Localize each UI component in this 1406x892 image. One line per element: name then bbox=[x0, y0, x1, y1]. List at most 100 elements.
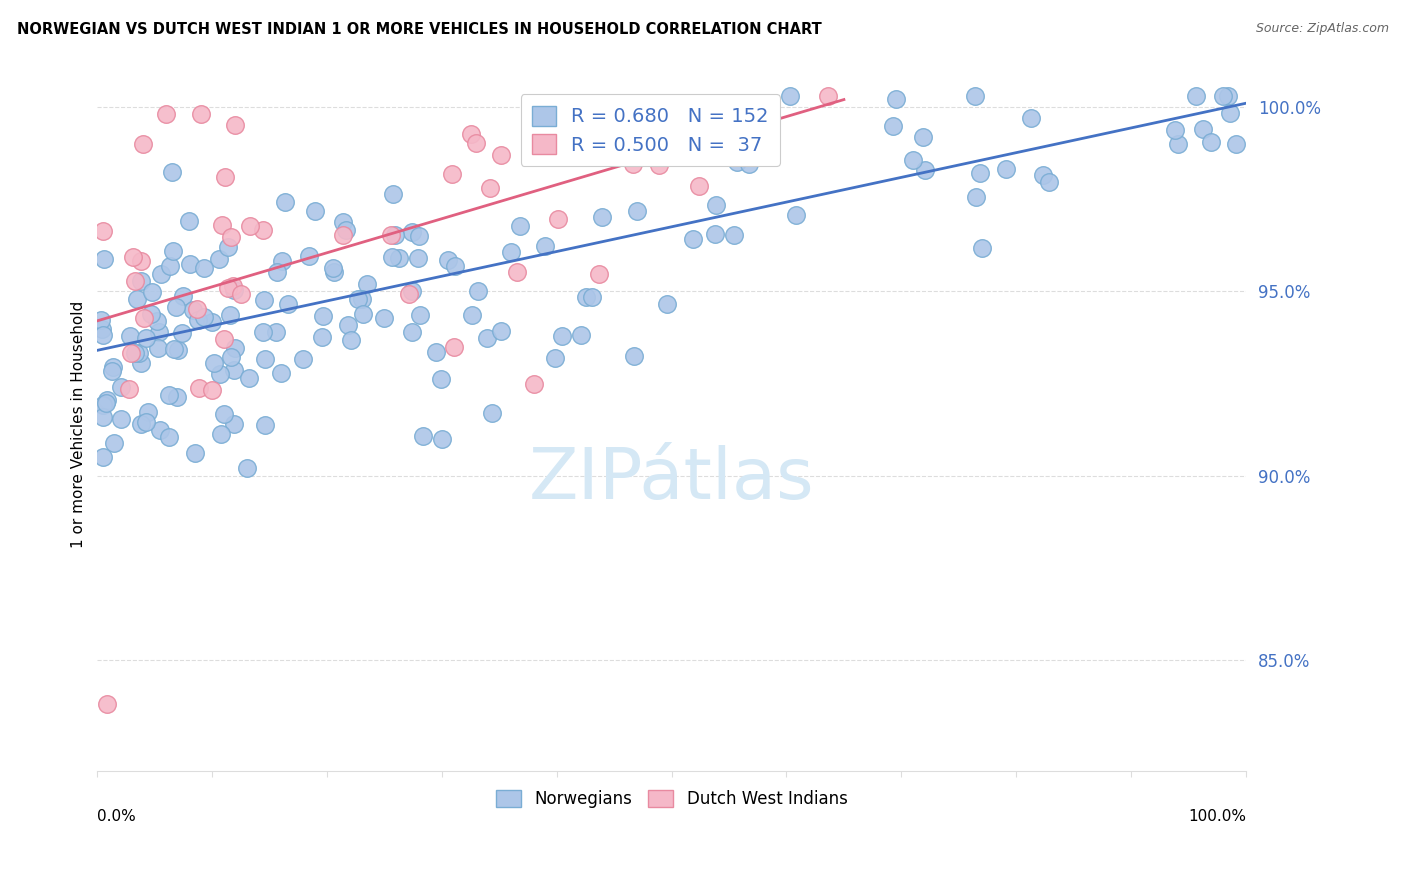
Point bbox=[212, 332, 235, 346]
Point bbox=[657, 297, 679, 311]
Point bbox=[101, 364, 124, 378]
Legend: Norwegians, Dutch West Indians: Norwegians, Dutch West Indians bbox=[489, 783, 855, 814]
Point bbox=[238, 371, 260, 385]
Point bbox=[110, 380, 132, 394]
Point bbox=[1216, 88, 1239, 103]
Point bbox=[149, 423, 172, 437]
Point bbox=[214, 407, 236, 421]
Point bbox=[626, 203, 648, 218]
Point bbox=[253, 293, 276, 307]
Point bbox=[181, 302, 204, 317]
Point bbox=[202, 355, 225, 369]
Point bbox=[217, 240, 239, 254]
Point bbox=[356, 277, 378, 291]
Point bbox=[465, 136, 488, 151]
Point bbox=[335, 223, 357, 237]
Point bbox=[401, 325, 423, 339]
Point bbox=[209, 427, 232, 442]
Point bbox=[995, 161, 1018, 176]
Point bbox=[277, 296, 299, 310]
Point bbox=[91, 224, 114, 238]
Point bbox=[613, 144, 636, 158]
Point bbox=[337, 318, 360, 332]
Point bbox=[401, 225, 423, 239]
Point bbox=[132, 136, 155, 151]
Point bbox=[723, 228, 745, 243]
Point bbox=[382, 186, 405, 201]
Point bbox=[460, 127, 482, 141]
Point bbox=[177, 214, 200, 228]
Point bbox=[93, 252, 115, 266]
Point bbox=[239, 219, 262, 233]
Point bbox=[231, 286, 253, 301]
Point bbox=[882, 119, 904, 133]
Point bbox=[122, 250, 145, 264]
Point bbox=[1225, 136, 1247, 151]
Point bbox=[551, 329, 574, 343]
Point bbox=[581, 290, 603, 304]
Point bbox=[172, 289, 194, 303]
Point bbox=[162, 244, 184, 258]
Point bbox=[350, 292, 373, 306]
Point bbox=[129, 254, 152, 268]
Point bbox=[425, 345, 447, 359]
Point bbox=[129, 274, 152, 288]
Point bbox=[253, 418, 276, 433]
Point bbox=[735, 128, 758, 143]
Point bbox=[136, 405, 159, 419]
Point bbox=[159, 259, 181, 273]
Point bbox=[461, 308, 484, 322]
Point bbox=[970, 241, 993, 255]
Point bbox=[489, 324, 512, 338]
Point bbox=[489, 148, 512, 162]
Point bbox=[534, 239, 557, 253]
Point bbox=[214, 169, 236, 184]
Point bbox=[224, 341, 246, 355]
Point bbox=[146, 314, 169, 328]
Point bbox=[208, 367, 231, 381]
Point bbox=[621, 156, 644, 170]
Point bbox=[292, 351, 315, 366]
Point bbox=[547, 211, 569, 226]
Point bbox=[270, 366, 292, 380]
Point bbox=[1019, 111, 1042, 125]
Point bbox=[311, 329, 333, 343]
Point bbox=[509, 219, 531, 233]
Point bbox=[124, 345, 146, 359]
Point bbox=[179, 256, 201, 270]
Point bbox=[132, 310, 155, 325]
Point bbox=[222, 362, 245, 376]
Point bbox=[467, 284, 489, 298]
Point bbox=[912, 130, 935, 145]
Point bbox=[1167, 136, 1189, 151]
Point bbox=[688, 178, 710, 193]
Point bbox=[193, 261, 215, 276]
Point bbox=[166, 390, 188, 404]
Text: NORWEGIAN VS DUTCH WEST INDIAN 1 OR MORE VEHICLES IN HOUSEHOLD CORRELATION CHART: NORWEGIAN VS DUTCH WEST INDIAN 1 OR MORE… bbox=[17, 22, 821, 37]
Point bbox=[221, 230, 243, 244]
Point bbox=[903, 153, 925, 167]
Point bbox=[96, 396, 118, 410]
Point bbox=[332, 228, 354, 243]
Point bbox=[201, 383, 224, 397]
Point bbox=[380, 227, 402, 242]
Point bbox=[388, 251, 411, 265]
Point bbox=[785, 208, 807, 222]
Point bbox=[224, 417, 246, 432]
Point bbox=[1219, 105, 1241, 120]
Point bbox=[1192, 121, 1215, 136]
Point bbox=[965, 88, 987, 103]
Point bbox=[481, 406, 503, 420]
Point bbox=[725, 154, 748, 169]
Point bbox=[219, 350, 242, 364]
Text: Source: ZipAtlas.com: Source: ZipAtlas.com bbox=[1256, 22, 1389, 36]
Point bbox=[165, 301, 187, 315]
Point bbox=[398, 286, 420, 301]
Point bbox=[124, 274, 146, 288]
Point bbox=[201, 315, 224, 329]
Point bbox=[322, 261, 344, 276]
Point bbox=[322, 265, 344, 279]
Point bbox=[207, 252, 229, 267]
Point bbox=[127, 292, 149, 306]
Point bbox=[373, 310, 395, 325]
